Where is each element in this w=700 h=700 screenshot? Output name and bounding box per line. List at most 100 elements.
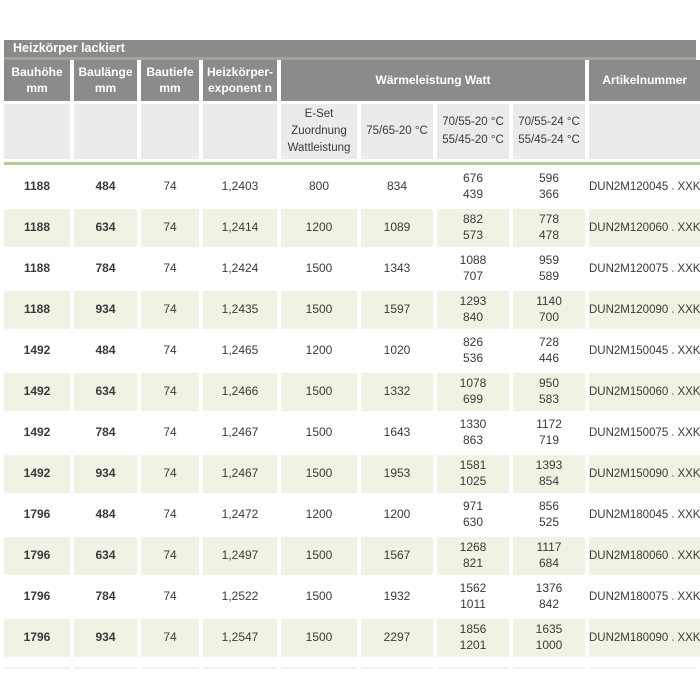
col-header-bauhoehe: Bauhöhe mm bbox=[4, 60, 70, 101]
watt-value-line: 1562 bbox=[459, 581, 487, 596]
cell-baulaenge: 634 bbox=[74, 537, 137, 575]
shadow-segment bbox=[141, 667, 199, 669]
cell-baulaenge: 484 bbox=[74, 332, 137, 370]
cell-watt-7055-24: 1117 684 bbox=[513, 537, 585, 575]
shadow-segment bbox=[589, 667, 696, 669]
cell-watt-7055-20: 971 630 bbox=[437, 496, 509, 534]
artikel-code: DUN2M120060 bbox=[589, 221, 669, 234]
watt-value-line: 1140 bbox=[536, 294, 562, 309]
artikel-code: DUN2M180075 bbox=[589, 590, 669, 603]
col-header-bautiefe: Bautiefe mm bbox=[141, 60, 199, 101]
artikel-separator-dot: . bbox=[671, 262, 675, 275]
watt-value-line: 1025 bbox=[459, 474, 487, 488]
artikel-separator-dot: . bbox=[671, 549, 675, 562]
cell-watt-7565-20: 1020 bbox=[361, 332, 433, 370]
artikel-suffix: XXK bbox=[677, 426, 700, 439]
watt-value-line: 589 bbox=[538, 269, 560, 283]
cell-watt-7055-24: 1140 700 bbox=[513, 291, 585, 329]
watt-value-line: 525 bbox=[538, 515, 560, 529]
watt-value-line: 366 bbox=[538, 187, 560, 201]
cell-eset: 1500 bbox=[281, 537, 357, 575]
cell-exponent: 1,2467 bbox=[203, 455, 277, 493]
subheader-bautiefe-empty bbox=[141, 104, 199, 159]
cell-watt-7055-20: 826 536 bbox=[437, 332, 509, 370]
cell-eset: 1200 bbox=[281, 332, 357, 370]
col-header-exponent: Heizkörper- exponent n bbox=[203, 60, 277, 101]
col-header-baulaenge: Baulänge mm bbox=[74, 60, 137, 101]
col-header-line: mm bbox=[94, 80, 117, 95]
cell-artikelnummer: DUN2M180060. XXK bbox=[589, 537, 700, 575]
col-header-line: mm bbox=[26, 80, 48, 95]
cell-watt-7565-20: 1089 bbox=[361, 209, 433, 247]
cell-watt-7055-20: 1268 821 bbox=[437, 537, 509, 575]
cell-baulaenge: 634 bbox=[74, 373, 137, 411]
cell-watt-7055-20: 1088 707 bbox=[437, 250, 509, 288]
cell-eset: 1500 bbox=[281, 414, 357, 452]
cell-artikelnummer: DUN2M120090. XXK bbox=[589, 291, 700, 329]
cell-exponent: 1,2547 bbox=[203, 619, 277, 657]
cell-watt-7565-20: 1953 bbox=[361, 455, 433, 493]
shadow-segment bbox=[437, 667, 509, 669]
watt-value-line: 676 bbox=[462, 171, 484, 186]
table-grid: Bauhöhe mm Baulänge mm Bautiefe mm Heizk… bbox=[4, 60, 700, 657]
cell-bautiefe: 74 bbox=[141, 496, 199, 534]
col-header-waermeleistung: Wärmeleistung Watt bbox=[281, 60, 585, 101]
col-header-line: Baulänge bbox=[78, 64, 133, 79]
artikel-suffix: XXK bbox=[677, 590, 700, 603]
artikel-code: DUN2M120090 bbox=[589, 303, 669, 316]
cell-watt-7055-24: 856 525 bbox=[513, 496, 585, 534]
cell-exponent: 1,2465 bbox=[203, 332, 277, 370]
cell-exponent: 1,2497 bbox=[203, 537, 277, 575]
cell-bauhoehe: 1188 bbox=[4, 209, 70, 247]
cell-bautiefe: 74 bbox=[141, 291, 199, 329]
artikel-suffix: XXK bbox=[677, 631, 700, 644]
cell-watt-7565-20: 1567 bbox=[361, 537, 433, 575]
watt-value-line: 959 bbox=[538, 253, 560, 268]
cell-eset: 800 bbox=[281, 168, 357, 206]
col-header-line: Heizkörper- bbox=[206, 64, 274, 79]
cell-baulaenge: 634 bbox=[74, 209, 137, 247]
watt-value-line: 699 bbox=[462, 392, 484, 406]
cell-exponent: 1,2414 bbox=[203, 209, 277, 247]
cell-watt-7055-24: 1393 854 bbox=[513, 455, 585, 493]
subheader-baulaenge-empty bbox=[74, 104, 137, 159]
watt-value-line: 1293 bbox=[459, 294, 487, 309]
cell-watt-7055-24: 1172 719 bbox=[513, 414, 585, 452]
artikel-suffix: XXK bbox=[677, 262, 700, 275]
cell-exponent: 1,2424 bbox=[203, 250, 277, 288]
cell-bauhoehe: 1492 bbox=[4, 332, 70, 370]
cell-artikelnummer: DUN2M120060. XXK bbox=[589, 209, 700, 247]
cell-baulaenge: 934 bbox=[74, 291, 137, 329]
artikel-separator-dot: . bbox=[671, 385, 675, 398]
artikel-code: DUN2M120075 bbox=[589, 262, 669, 275]
cell-watt-7565-20: 1597 bbox=[361, 291, 433, 329]
cell-baulaenge: 934 bbox=[74, 455, 137, 493]
subheader-line: 55/45-20 °C bbox=[442, 133, 504, 146]
cell-exponent: 1,2466 bbox=[203, 373, 277, 411]
cell-bautiefe: 74 bbox=[141, 332, 199, 370]
artikel-separator-dot: . bbox=[671, 344, 675, 357]
shadow-segment bbox=[4, 667, 70, 669]
subheader-7055-20: 70/55-20 °C 55/45-20 °C bbox=[437, 104, 509, 159]
cell-bauhoehe: 1796 bbox=[4, 537, 70, 575]
subheader-line: Zuordnung bbox=[291, 124, 347, 137]
cell-bauhoehe: 1492 bbox=[4, 414, 70, 452]
watt-value-line: 446 bbox=[538, 351, 560, 365]
table-bottom-shadow bbox=[4, 667, 696, 669]
cell-watt-7565-20: 2297 bbox=[361, 619, 433, 657]
watt-value-line: 1268 bbox=[459, 540, 487, 555]
cell-bautiefe: 74 bbox=[141, 168, 199, 206]
cell-baulaenge: 484 bbox=[74, 496, 137, 534]
watt-value-line: 842 bbox=[538, 597, 560, 611]
watt-value-line: 854 bbox=[538, 474, 560, 488]
cell-baulaenge: 784 bbox=[74, 578, 137, 616]
cell-eset: 1500 bbox=[281, 373, 357, 411]
cell-watt-7565-20: 1932 bbox=[361, 578, 433, 616]
watt-value-line: 821 bbox=[462, 556, 484, 570]
watt-value-line: 719 bbox=[538, 433, 560, 447]
watt-value-line: 1011 bbox=[460, 597, 486, 611]
cell-eset: 1500 bbox=[281, 455, 357, 493]
cell-bauhoehe: 1492 bbox=[4, 373, 70, 411]
watt-value-line: 596 bbox=[538, 171, 560, 186]
watt-value-line: 1088 bbox=[459, 253, 487, 268]
